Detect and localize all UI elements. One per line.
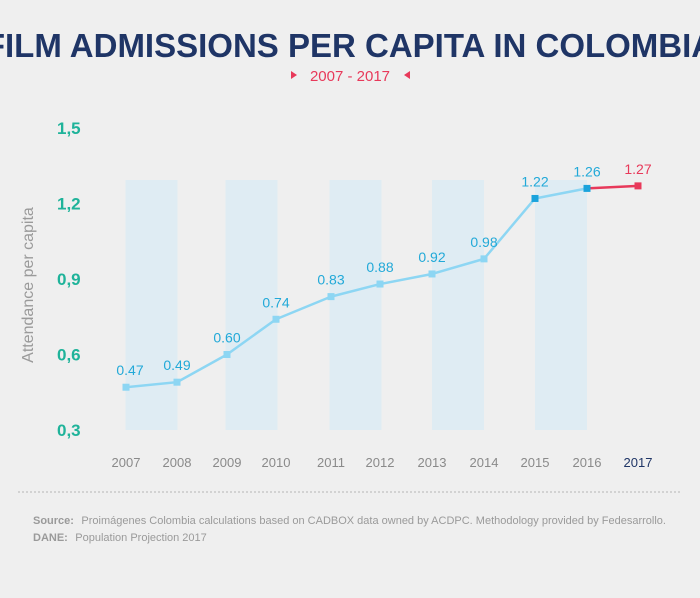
x-tick-label: 2016	[573, 455, 602, 470]
x-tick-label: 2011	[317, 455, 345, 470]
series-line-segment	[533, 187, 589, 200]
x-tick-label: 2012	[366, 455, 395, 470]
dane-text: Population Projection 2017	[75, 532, 206, 544]
source-text: Proimágenes Colombia calculations based …	[81, 515, 666, 527]
data-label: 0.83	[317, 272, 344, 288]
column-band	[225, 180, 278, 430]
data-point	[173, 378, 181, 386]
x-tick-label: 2007	[112, 455, 141, 470]
data-point	[531, 194, 539, 202]
series-lines	[124, 184, 640, 389]
x-axis-ticks: 2007 2008 2009 2010 2011 2012 2013 2014 2015 2016…	[112, 455, 653, 470]
column-bands	[125, 180, 587, 430]
data-label: 0.47	[116, 362, 143, 378]
column-band	[432, 180, 484, 430]
x-tick-label: 2009	[213, 455, 242, 470]
subtitle-left-arrow-icon	[291, 71, 297, 79]
source-line-1: Source: Proimágenes Colombia calculation…	[33, 511, 666, 528]
series-line-segment	[225, 318, 278, 356]
series-line-segment	[329, 282, 382, 298]
series-line-segment	[430, 257, 486, 276]
x-tick-label: 2014	[470, 455, 499, 470]
data-label: 0.92	[418, 249, 445, 265]
data-label: 0.49	[163, 357, 190, 373]
series-line-segment	[482, 197, 537, 261]
y-tick-label: 1,5	[57, 119, 81, 138]
data-point	[376, 280, 384, 288]
data-point	[428, 270, 436, 278]
y-tick-label: 1,2	[57, 195, 81, 214]
series-line-segment	[585, 184, 640, 190]
data-point	[480, 255, 488, 263]
chart-subtitle: 2007 - 2017	[310, 68, 390, 85]
data-label: 0.74	[262, 294, 289, 310]
series-line-segment	[378, 272, 434, 286]
y-tick-label: 0,6	[57, 346, 81, 365]
series-line-segment	[124, 380, 179, 389]
data-label: 1.26	[573, 163, 600, 179]
series-markers	[122, 182, 642, 391]
dane-label: DANE:	[33, 532, 68, 544]
series-line-segment	[274, 295, 333, 321]
data-point	[327, 293, 335, 301]
y-axis-ticks: 0,3 0,6 0,9 1,2 1,5	[57, 119, 81, 440]
data-point	[272, 315, 280, 323]
series-line-segment	[175, 353, 229, 384]
data-label: 0.60	[213, 330, 240, 346]
subtitle-right-arrow-icon	[404, 71, 410, 79]
y-tick-label: 0,9	[57, 270, 81, 289]
data-label: 0.88	[366, 259, 393, 275]
data-label: 1.22	[521, 173, 548, 189]
data-point	[634, 182, 642, 190]
x-tick-label: 2008	[163, 455, 192, 470]
column-band	[329, 180, 382, 430]
x-tick-label: 2017	[624, 455, 653, 470]
data-point	[583, 184, 591, 192]
x-tick-label: 2013	[418, 455, 447, 470]
source-line-2: DANE: Population Projection 2017	[33, 528, 207, 545]
y-tick-label: 0,3	[57, 421, 81, 440]
data-labels: 0.47 0.49 0.60 0.74 0.83 0.88 0.92 0.98 1.22 1.26…	[116, 161, 651, 378]
data-point	[223, 351, 231, 358]
data-label: 1.27	[624, 161, 651, 177]
x-tick-label: 2015	[521, 455, 550, 470]
column-band	[125, 180, 178, 430]
data-label: 0.98	[470, 234, 497, 250]
data-point	[122, 383, 130, 391]
column-band	[535, 180, 587, 430]
y-axis-label: Attendance per capita	[20, 207, 37, 363]
source-label: Source:	[33, 515, 74, 527]
x-tick-label: 2010	[262, 455, 291, 470]
chart-title: FILM ADMISSIONS PER CAPITA IN COLOMBIA	[0, 27, 700, 64]
